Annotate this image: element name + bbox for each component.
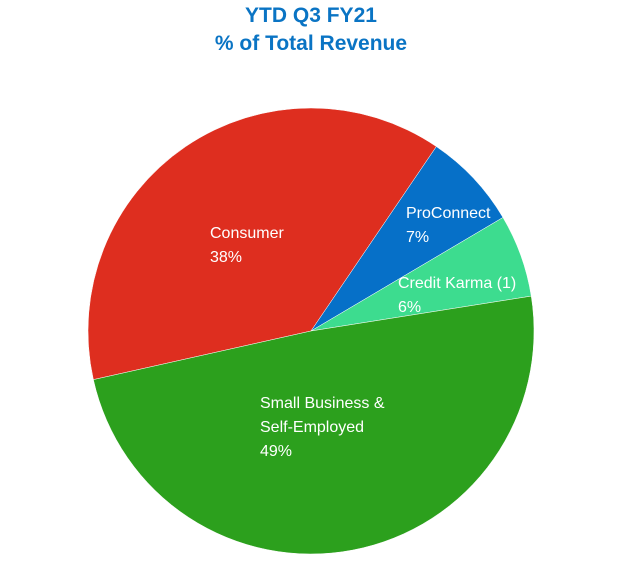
pie-slice bbox=[87, 107, 437, 380]
chart-title: YTD Q3 FY21 bbox=[245, 4, 377, 27]
category-label: ProConnect bbox=[406, 205, 491, 222]
value-label: 49% bbox=[260, 443, 293, 460]
value-label: 6% bbox=[398, 299, 422, 316]
category-label: Small Business & Self-Employed bbox=[260, 395, 385, 436]
slice-label: Consumer 38% bbox=[210, 222, 284, 270]
slice-label: Credit Karma (1) 6% bbox=[398, 272, 516, 320]
category-label: Consumer bbox=[210, 225, 284, 242]
pie-slice bbox=[93, 295, 535, 555]
value-label: 38% bbox=[210, 249, 243, 266]
category-label: Credit Karma (1) bbox=[398, 275, 517, 292]
value-label: 7% bbox=[406, 229, 430, 246]
slice-label: Small Business & Self-Employed 49% bbox=[260, 392, 410, 464]
slice-label: ProConnect 7% bbox=[406, 202, 491, 250]
chart-subtitle: % of Total Revenue bbox=[214, 32, 408, 55]
